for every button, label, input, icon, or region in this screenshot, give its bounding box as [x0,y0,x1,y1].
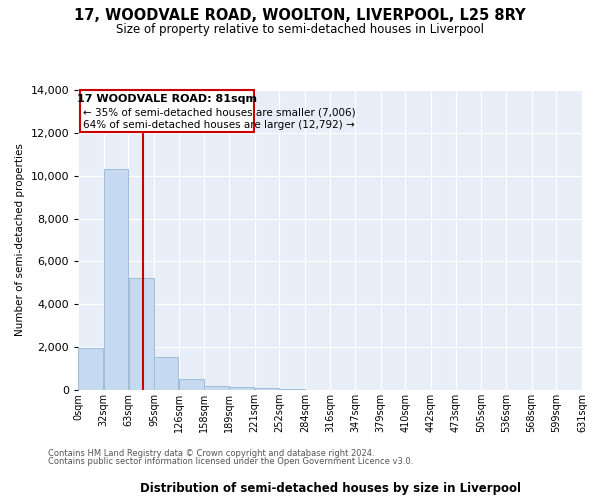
Text: 17 WOODVALE ROAD: 81sqm: 17 WOODVALE ROAD: 81sqm [77,94,257,104]
Bar [104,170,128,390]
Bar [80,90,254,132]
Text: Contains HM Land Registry data © Crown copyright and database right 2024.: Contains HM Land Registry data © Crown c… [48,448,374,458]
Bar [205,386,229,390]
Text: 64% of semi-detached houses are larger (12,792) →: 64% of semi-detached houses are larger (… [83,120,355,130]
Bar [255,388,279,390]
Bar [229,388,254,390]
Bar [179,380,204,390]
Bar [78,348,103,390]
Text: 17, WOODVALE ROAD, WOOLTON, LIVERPOOL, L25 8RY: 17, WOODVALE ROAD, WOOLTON, LIVERPOOL, L… [74,8,526,22]
Text: ← 35% of semi-detached houses are smaller (7,006): ← 35% of semi-detached houses are smalle… [83,107,355,117]
Bar [154,357,178,390]
Bar [128,278,154,390]
Text: Distribution of semi-detached houses by size in Liverpool: Distribution of semi-detached houses by … [139,482,521,495]
Text: Size of property relative to semi-detached houses in Liverpool: Size of property relative to semi-detach… [116,22,484,36]
Bar [280,389,305,390]
Text: Contains public sector information licensed under the Open Government Licence v3: Contains public sector information licen… [48,457,413,466]
Y-axis label: Number of semi-detached properties: Number of semi-detached properties [15,144,25,336]
